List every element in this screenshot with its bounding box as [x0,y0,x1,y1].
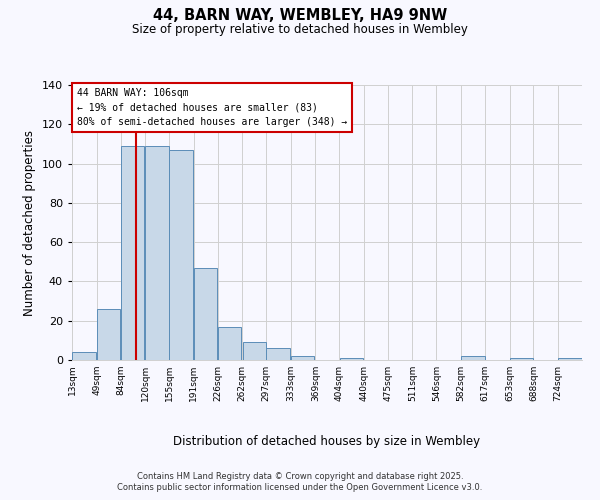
Bar [145,146,169,360]
Y-axis label: Number of detached properties: Number of detached properties [23,130,36,316]
Text: Distribution of detached houses by size in Wembley: Distribution of detached houses by size … [173,435,481,448]
Bar [242,342,266,360]
Text: 44, BARN WAY, WEMBLEY, HA9 9NW: 44, BARN WAY, WEMBLEY, HA9 9NW [153,8,447,22]
Bar [194,268,217,360]
Text: Size of property relative to detached houses in Wembley: Size of property relative to detached ho… [132,22,468,36]
Text: Contains HM Land Registry data © Crown copyright and database right 2025.
Contai: Contains HM Land Registry data © Crown c… [118,472,482,492]
Bar [97,309,120,360]
Bar [73,352,95,360]
Bar [169,150,193,360]
Text: 44 BARN WAY: 106sqm
← 19% of detached houses are smaller (83)
80% of semi-detach: 44 BARN WAY: 106sqm ← 19% of detached ho… [77,88,347,128]
Bar [291,356,314,360]
Bar [218,326,241,360]
Bar [559,358,581,360]
Bar [121,146,144,360]
Bar [266,348,290,360]
Bar [461,356,485,360]
Bar [340,358,363,360]
Bar [510,358,533,360]
